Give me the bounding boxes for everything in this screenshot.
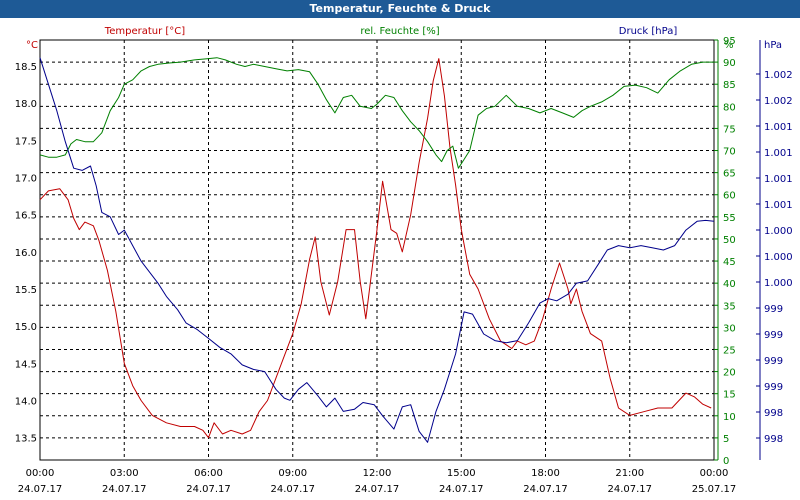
pressure-tick-label: 1.002 <box>764 70 793 81</box>
date-tick-label: 25.07.17 <box>692 484 737 495</box>
pressure-tick-label: 1.001 <box>764 200 793 211</box>
pressure-tick-label: 1.002 <box>764 96 793 107</box>
temperature-tick-label: 16.0 <box>15 248 37 259</box>
temperature-tick-label: 15.0 <box>15 322 37 333</box>
humidity-tick-label: 60 <box>723 191 736 202</box>
humidity-tick-label: 85 <box>723 80 736 91</box>
plot-frame <box>39 39 715 461</box>
temperature-tick-label: 14.0 <box>15 397 37 408</box>
humidity-tick-label: 20 <box>723 368 736 379</box>
humidity-tick-label: 25 <box>723 345 736 356</box>
humidity-unit-label: % <box>724 40 734 51</box>
temperature-tick-label: 13.5 <box>15 434 37 445</box>
humidity-tick-label: 40 <box>723 279 736 290</box>
humidity-axis-title: rel. Feuchte [%] <box>360 26 439 37</box>
temperature-tick-label: 14.5 <box>15 359 37 370</box>
pressure-tick-label: 998 <box>764 408 783 419</box>
time-tick-label: 15:00 <box>447 468 476 479</box>
series-line-temperature <box>39 58 712 439</box>
pressure-tick-label: 998 <box>764 434 783 445</box>
humidity-tick-label: 5 <box>723 434 729 445</box>
grid-lines <box>39 40 715 460</box>
time-axis: 00:00 24.07.17 03:00 24.07.17 06:00 24.07.17 0… <box>18 468 737 495</box>
humidity-tick-label: 50 <box>723 235 736 246</box>
temperature-axis: 18.5 18.0 17.5 17.0 16.5 16.0 15.5 15.0 14.5 14.0… <box>15 62 37 445</box>
humidity-tick-label: 30 <box>723 323 736 334</box>
humidity-tick-label: 90 <box>723 58 736 69</box>
humidity-tick-label: 15 <box>723 390 736 401</box>
pressure-tick-label: 1.000 <box>764 278 793 289</box>
humidity-tick-label: 75 <box>723 124 736 135</box>
pressure-axis: 1.002 1.002 1.001 1.001 1.001 1.001 1.000 1.000… <box>756 40 793 460</box>
time-tick-label: 06:00 <box>194 468 223 479</box>
humidity-tick-label: 80 <box>723 102 736 113</box>
humidity-tick-label: 0 <box>723 456 729 467</box>
pressure-tick-label: 999 <box>764 382 783 393</box>
temperature-axis-title: Temperatur [°C] <box>104 26 185 37</box>
humidity-tick-label: 10 <box>723 412 736 423</box>
temperature-tick-label: 17.5 <box>15 136 37 147</box>
series-line-pressure <box>39 57 715 443</box>
date-tick-label: 24.07.17 <box>523 484 568 495</box>
pressure-tick-label: 999 <box>764 304 783 315</box>
temperature-unit-label: °C <box>26 40 38 51</box>
date-tick-label: 24.07.17 <box>102 484 147 495</box>
pressure-tick-label: 999 <box>764 356 783 367</box>
humidity-tick-label: 70 <box>723 147 736 158</box>
date-tick-label: 24.07.17 <box>186 484 231 495</box>
humidity-tick-label: 45 <box>723 257 736 268</box>
date-tick-label: 24.07.17 <box>355 484 400 495</box>
pressure-tick-label: 1.000 <box>764 226 793 237</box>
pressure-tick-label: 999 <box>764 330 783 341</box>
date-tick-label: 24.07.17 <box>439 484 484 495</box>
temperature-tick-label: 15.5 <box>15 285 37 296</box>
time-tick-label: 09:00 <box>278 468 307 479</box>
date-tick-label: 24.07.17 <box>607 484 652 495</box>
temperature-tick-label: 16.5 <box>15 211 37 222</box>
date-tick-label: 24.07.17 <box>18 484 63 495</box>
time-tick-label: 03:00 <box>110 468 139 479</box>
time-tick-label: 00:00 <box>700 468 729 479</box>
time-tick-label: 21:00 <box>615 468 644 479</box>
temperature-tick-label: 18.0 <box>15 99 37 110</box>
humidity-tick-label: 95 <box>723 36 736 47</box>
humidity-tick-label: 35 <box>723 301 736 312</box>
series-line-humidity <box>39 57 714 169</box>
pressure-tick-label: 1.001 <box>764 122 793 133</box>
humidity-tick-label: 65 <box>723 169 736 180</box>
pressure-tick-label: 1.001 <box>764 148 793 159</box>
pressure-unit-label: hPa <box>764 40 782 51</box>
temperature-tick-label: 18.5 <box>15 62 37 73</box>
humidity-tick-label: 55 <box>723 213 736 224</box>
pressure-tick-label: 1.001 <box>764 174 793 185</box>
time-tick-label: 00:00 <box>26 468 55 479</box>
date-tick-label: 24.07.17 <box>270 484 315 495</box>
pressure-tick-label: 1.000 <box>764 252 793 263</box>
temperature-tick-label: 17.0 <box>15 174 37 185</box>
chart-title: Temperatur, Feuchte & Druck <box>0 0 800 18</box>
series-lines <box>39 57 715 443</box>
time-tick-label: 18:00 <box>531 468 560 479</box>
pressure-axis-title: Druck [hPa] <box>619 26 678 37</box>
chart-area: °C Temperatur [°C] rel. Feuchte [%] Druc… <box>15 26 793 495</box>
time-tick-label: 12:00 <box>363 468 392 479</box>
